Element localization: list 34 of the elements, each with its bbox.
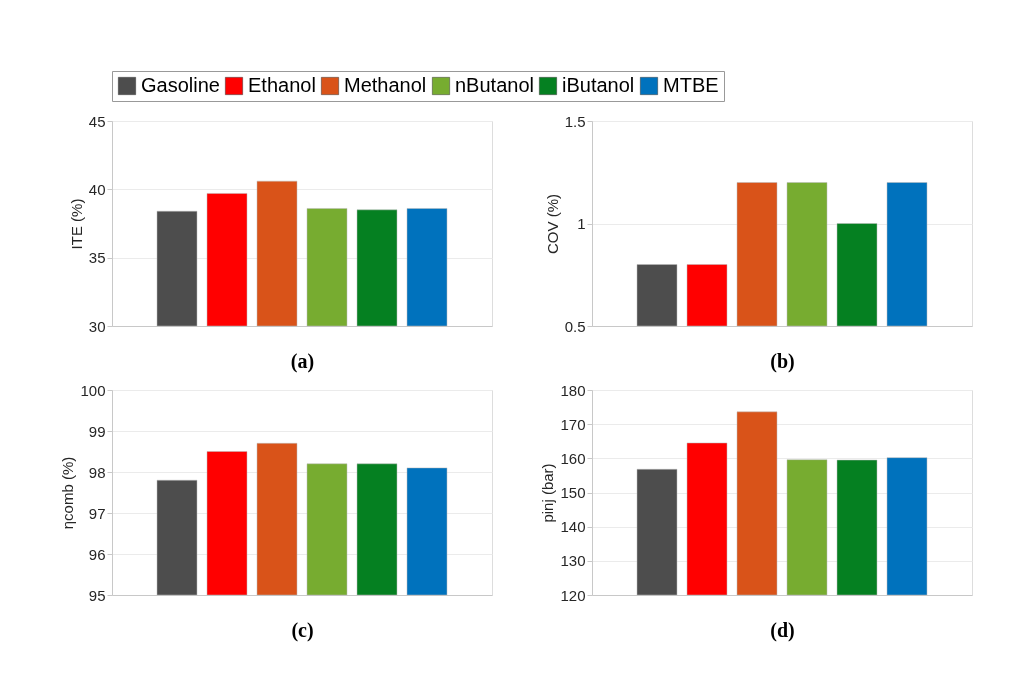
y-tick-label: 1.5: [564, 112, 586, 130]
y-axis-title: COV (%): [543, 194, 561, 254]
legend-label: MTBE: [663, 74, 719, 96]
y-axis-title: pinj (bar): [539, 463, 557, 523]
y-tick-label: 1: [577, 215, 586, 232]
y-tick-label: 130: [560, 552, 586, 570]
legend-label: Gasoline: [141, 74, 220, 96]
x-axis-title: (d): [770, 618, 795, 642]
y-tick-label: 0.5: [564, 317, 586, 335]
y-tick-label: 100: [80, 381, 106, 399]
y-tick-label: 95: [88, 586, 106, 604]
y-tick-label: 160: [560, 449, 586, 467]
legend-label: nButanol: [455, 74, 534, 96]
y-tick-label: 35: [88, 249, 106, 267]
y-tick-label: 120: [560, 586, 586, 604]
legend-label: Methanol: [344, 74, 427, 96]
y-tick-label: 140: [560, 518, 586, 536]
y-tick-label: 98: [88, 463, 106, 481]
y-tick-label: 40: [88, 180, 106, 198]
y-tick-label: 30: [88, 317, 106, 335]
y-tick-label: 180: [560, 381, 586, 399]
legend-label: iButanol: [562, 74, 635, 96]
y-tick-label: 170: [560, 415, 586, 433]
y-tick-label: 99: [88, 422, 106, 440]
y-axis-title: ηcomb (%): [59, 456, 77, 530]
x-axis-title: (b): [770, 349, 795, 373]
x-axis-title: (a): [290, 349, 315, 373]
y-tick-label: 150: [560, 484, 586, 501]
y-tick-label: 45: [88, 112, 106, 130]
x-axis-title: (c): [291, 618, 314, 642]
y-tick-label: 96: [88, 545, 106, 563]
y-tick-label: 97: [88, 504, 106, 522]
y-axis-title: ITE (%): [67, 198, 85, 250]
legend-label: Ethanol: [248, 74, 316, 96]
